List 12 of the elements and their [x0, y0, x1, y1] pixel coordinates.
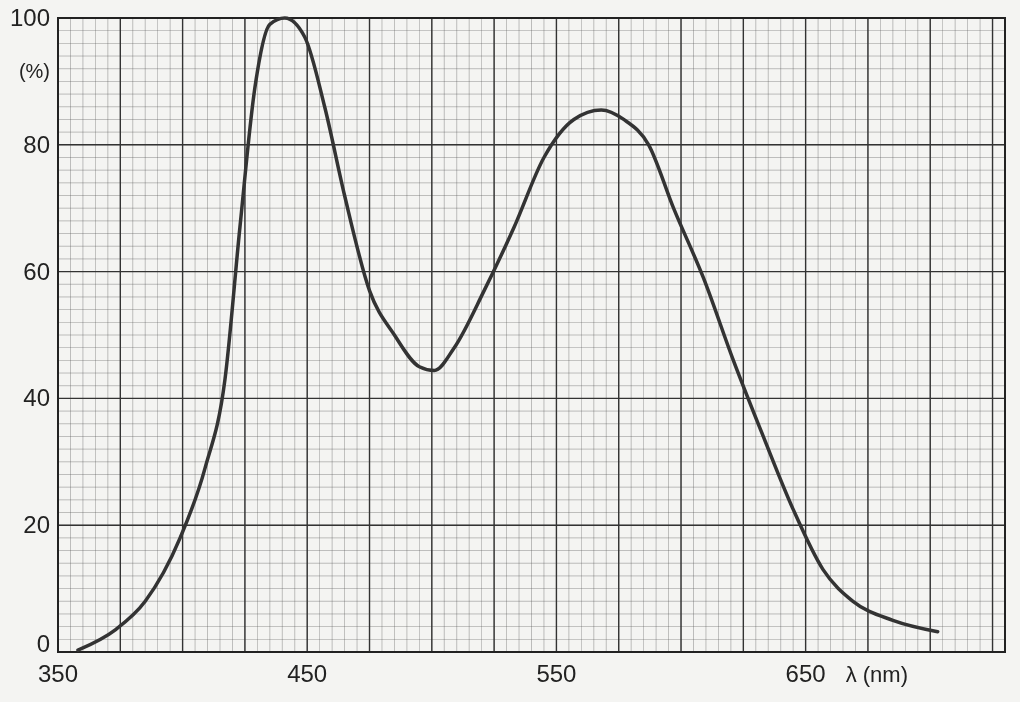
x-tick-label: 350 — [37, 660, 79, 687]
x-tick-label: 550 — [536, 660, 577, 687]
y-tick-label: 100 — [9, 4, 50, 31]
y-tick-label: 0 — [36, 630, 50, 657]
y-axis-title: (%) — [18, 60, 50, 82]
y-tick-label: 80 — [23, 130, 50, 158]
y-tick-label: 40 — [23, 384, 50, 412]
x-axis-title: λ (nm) — [845, 662, 908, 687]
y-tick-label: 20 — [23, 511, 50, 539]
y-tick-label: 60 — [23, 257, 50, 285]
x-tick-label: 450 — [287, 660, 328, 687]
x-tick-label: 650 — [785, 660, 826, 687]
